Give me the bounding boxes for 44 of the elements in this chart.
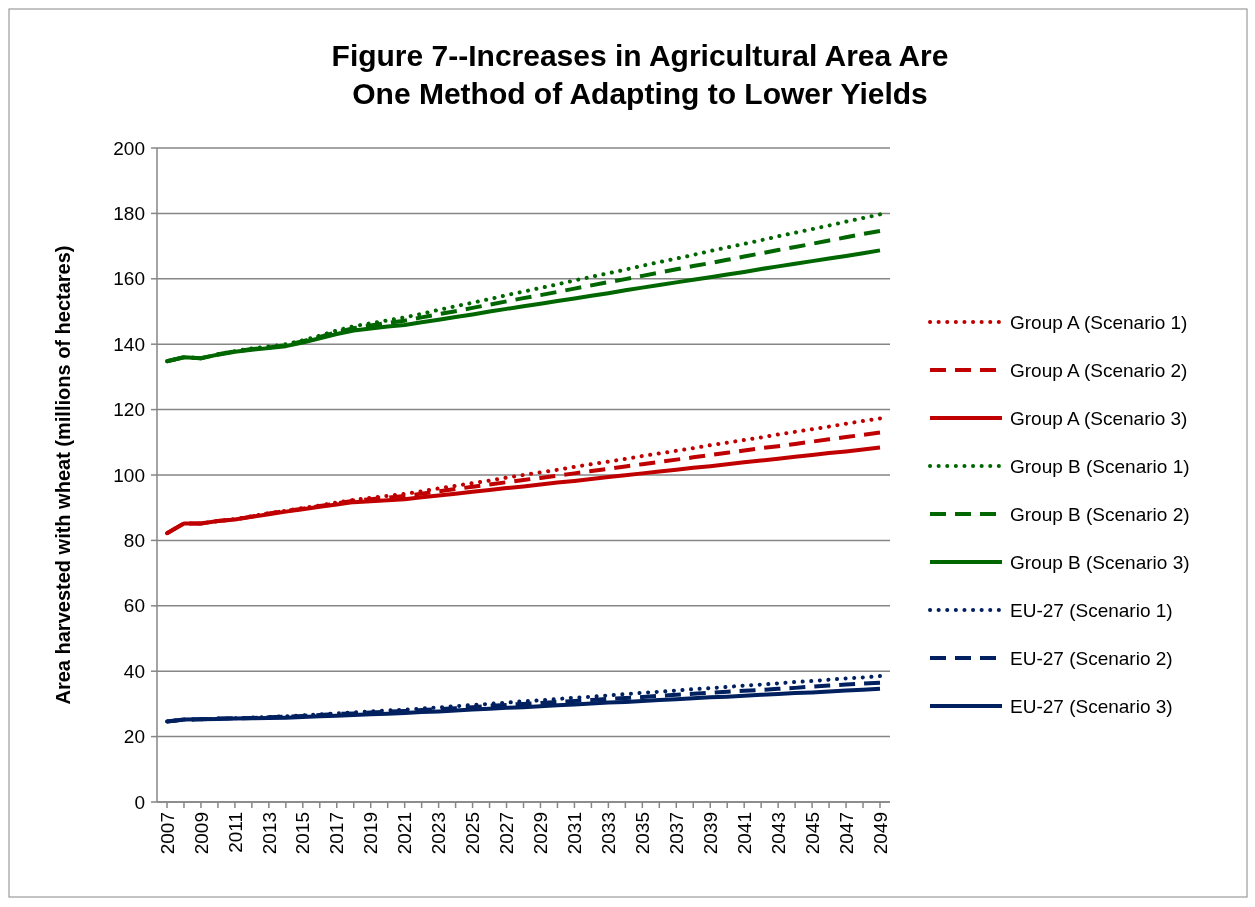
y-tick-label: 0 xyxy=(134,791,145,813)
x-tick-label: 2017 xyxy=(326,812,348,855)
y-axis-title: Area harvested with wheat (millions of hectares) xyxy=(52,245,74,705)
x-tick-label: 2045 xyxy=(801,812,823,855)
x-tick-label: 2037 xyxy=(665,812,687,855)
x-tick-label: 2029 xyxy=(530,812,552,855)
x-tick-label: 2019 xyxy=(360,812,382,855)
x-tick-label: 2039 xyxy=(699,812,721,855)
x-tick-label: 2007 xyxy=(156,812,178,855)
y-tick-label: 20 xyxy=(123,726,145,748)
legend-label: EU-27 (Scenario 1) xyxy=(1010,599,1173,621)
x-tick-label: 2047 xyxy=(835,812,857,855)
y-tick-label: 100 xyxy=(113,464,145,486)
y-tick-label: 180 xyxy=(113,203,145,225)
legend-label: EU-27 (Scenario 3) xyxy=(1010,695,1173,717)
x-tick-label: 2009 xyxy=(190,812,212,855)
y-tick-label: 160 xyxy=(113,268,145,290)
y-tick-label: 40 xyxy=(123,660,145,682)
y-tick-label: 60 xyxy=(123,595,145,617)
x-tick-label: 2041 xyxy=(733,812,755,855)
x-tick-label: 2049 xyxy=(869,812,891,855)
legend-label: Group B (Scenario 2) xyxy=(1010,503,1190,525)
legend-label: Group B (Scenario 1) xyxy=(1010,455,1190,477)
x-tick-label: 2035 xyxy=(631,812,653,855)
legend-label: Group A (Scenario 1) xyxy=(1010,311,1188,333)
legend-label: Group A (Scenario 3) xyxy=(1010,407,1188,429)
x-tick-label: 2013 xyxy=(258,812,280,855)
y-tick-label: 140 xyxy=(113,333,145,355)
x-tick-label: 2031 xyxy=(564,812,586,855)
legend-label: EU-27 (Scenario 2) xyxy=(1010,647,1173,669)
x-tick-label: 2021 xyxy=(394,812,416,855)
x-tick-label: 2011 xyxy=(224,812,246,853)
chart-title: Figure 7--Increases in Agricultural Area Are One Method of Adapting to Lower Yields xyxy=(331,39,949,110)
y-tick-label: 200 xyxy=(113,137,145,159)
legend-label: Group A (Scenario 2) xyxy=(1010,359,1188,381)
legend-label: Group B (Scenario 3) xyxy=(1010,551,1190,573)
x-tick-label: 2015 xyxy=(292,812,314,855)
x-tick-label: 2025 xyxy=(462,812,484,855)
x-tick-label: 2027 xyxy=(496,812,518,855)
x-tick-label: 2043 xyxy=(767,812,789,855)
x-tick-label: 2023 xyxy=(428,812,450,855)
y-tick-label: 80 xyxy=(123,530,145,552)
x-tick-label: 2033 xyxy=(598,812,620,855)
y-tick-label: 120 xyxy=(113,399,145,421)
